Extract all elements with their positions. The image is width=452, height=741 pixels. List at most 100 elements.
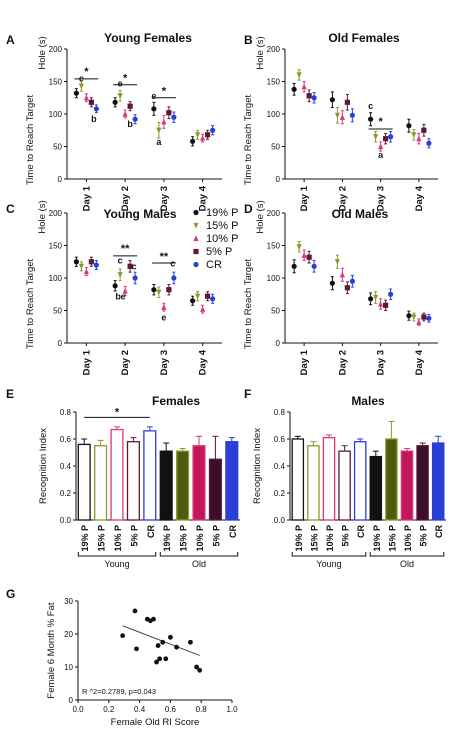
data-point xyxy=(334,259,340,265)
annotation: e xyxy=(151,91,156,101)
annotation: a xyxy=(156,137,162,147)
bar xyxy=(94,445,108,521)
data-point xyxy=(122,287,128,294)
series-p5 xyxy=(306,89,427,145)
data-point xyxy=(127,263,133,269)
annotation: b xyxy=(115,291,121,301)
legend-label: 5% P xyxy=(206,246,232,258)
x-tick-label: 5% P xyxy=(211,525,221,547)
annotation: * xyxy=(123,73,128,85)
group-label: Old xyxy=(192,559,206,569)
bar xyxy=(225,441,239,521)
x-tick-label: 0.8 xyxy=(196,705,208,714)
annotation: ** xyxy=(160,251,169,263)
panel-letter: F xyxy=(244,387,251,401)
x-tick-label: 0.2 xyxy=(103,705,115,714)
legend-label: CR xyxy=(206,259,222,271)
y-axis-label: Time to Reach Target xyxy=(25,94,36,185)
annotation: * xyxy=(115,406,120,418)
bar xyxy=(291,438,305,521)
annotation: c xyxy=(132,262,137,272)
series-p19 xyxy=(291,82,412,133)
legend-marker xyxy=(193,235,199,242)
legend-marker xyxy=(193,209,199,216)
annotation: * xyxy=(162,86,167,98)
bar xyxy=(208,458,222,521)
panel-letter: A xyxy=(6,33,15,47)
data-point xyxy=(306,254,312,260)
data-point xyxy=(378,143,384,150)
data-point xyxy=(329,97,335,103)
panel-letter: G xyxy=(6,587,15,601)
annotation: e xyxy=(118,79,123,89)
data-point xyxy=(426,315,432,321)
data-point xyxy=(197,667,203,673)
bar xyxy=(176,450,190,521)
annotation: * xyxy=(84,66,89,78)
data-point xyxy=(171,114,177,120)
data-point xyxy=(93,262,99,268)
data-point xyxy=(383,136,389,142)
y-tick-label: 0 xyxy=(58,339,63,348)
annotation: b xyxy=(91,114,97,124)
series-p5 xyxy=(88,256,211,302)
data-point xyxy=(210,296,216,302)
legend-marker xyxy=(193,248,199,255)
y-tick-label: 100 xyxy=(49,274,63,283)
data-point xyxy=(421,314,427,320)
y-tick-label: 0.4 xyxy=(60,462,72,471)
y-axis-label-top: Hole (s) xyxy=(255,36,266,69)
bar xyxy=(416,445,429,521)
panel-a: A Young Females 0 50 100 150 200 Time to Reach … xyxy=(6,31,222,211)
data-point xyxy=(190,298,196,304)
panel-b: B Old Females 0 50 100 150 200 Time to Reach Ta… xyxy=(243,31,438,211)
data-point xyxy=(426,140,432,146)
x-tick-label: 0.6 xyxy=(165,705,177,714)
series-p19 xyxy=(291,259,412,321)
x-tick-label: Day 2 xyxy=(120,186,131,211)
bar xyxy=(431,442,445,521)
group-bracket xyxy=(369,552,445,557)
series-p15 xyxy=(78,80,201,140)
x-tick-label: Day 4 xyxy=(414,185,425,211)
panel-g: G 0 10 20 30 0.0 0.2 0.4 0.6 0.8 1.0 Female Old RI … xyxy=(6,587,238,728)
data-point xyxy=(406,313,412,319)
series-p19 xyxy=(73,88,196,147)
y-tick-label: 0 xyxy=(276,339,281,348)
data-point xyxy=(171,275,177,281)
bar xyxy=(110,428,124,521)
data-point xyxy=(88,99,94,105)
bar xyxy=(353,441,367,521)
series-cr xyxy=(311,259,432,323)
x-tick-label: Day 2 xyxy=(337,186,348,211)
data-point xyxy=(78,263,84,270)
series-p15 xyxy=(78,261,201,302)
legend-label: 19% P xyxy=(206,207,238,219)
x-tick-label: Day 1 xyxy=(299,185,310,211)
y-tick-label: 0 xyxy=(58,175,63,184)
x-tick-label: CR xyxy=(146,525,156,538)
data-point xyxy=(161,118,167,125)
data-point xyxy=(168,634,173,640)
panel-letter: E xyxy=(6,387,14,401)
x-tick-label: 0.4 xyxy=(134,705,146,714)
x-tick-label: 0.0 xyxy=(72,705,84,714)
y-tick-label: 50 xyxy=(271,143,280,152)
series-p15 xyxy=(296,69,417,143)
x-tick-label: Day 3 xyxy=(159,350,170,375)
group-label: Young xyxy=(316,559,341,569)
panel-e: E Females 0.0 0.2 0.4 0.6 0.8 Recognition Index… xyxy=(6,387,240,569)
x-tick-label: 5% P xyxy=(129,525,139,547)
data-point xyxy=(188,639,193,645)
data-point xyxy=(210,127,216,133)
panel-letter: C xyxy=(6,202,15,216)
x-tick-label: 19% P xyxy=(162,525,172,552)
data-point xyxy=(296,244,302,250)
x-tick-label: Day 2 xyxy=(337,350,348,375)
panel-letter: D xyxy=(244,202,253,216)
data-point xyxy=(306,93,312,99)
bar xyxy=(400,450,414,521)
data-point xyxy=(311,95,317,101)
x-tick-label: 1.0 xyxy=(226,705,238,714)
bar xyxy=(126,441,140,521)
